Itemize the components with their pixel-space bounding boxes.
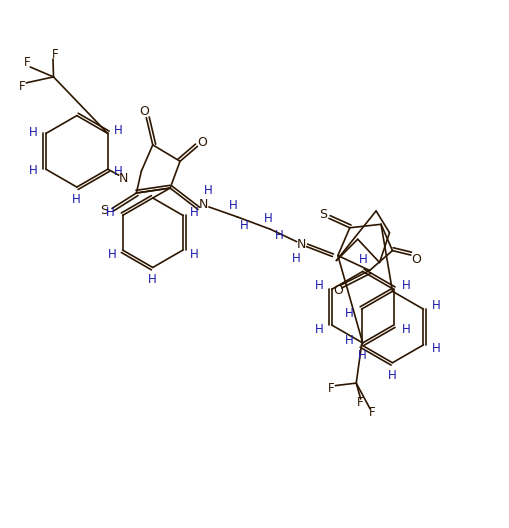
Text: F: F [370, 407, 376, 419]
Text: F: F [24, 55, 31, 69]
Text: H: H [240, 219, 249, 232]
Text: H: H [292, 251, 301, 265]
Text: H: H [345, 334, 353, 347]
Text: H: H [315, 323, 324, 335]
Text: H: H [358, 349, 367, 362]
Text: F: F [328, 382, 335, 394]
Text: H: H [29, 164, 38, 177]
Text: S: S [101, 204, 108, 218]
Text: O: O [411, 252, 421, 266]
Text: O: O [139, 105, 149, 118]
Text: H: H [204, 184, 212, 197]
Text: H: H [148, 274, 156, 286]
Text: H: H [29, 126, 38, 139]
Text: H: H [115, 125, 123, 137]
Text: N: N [199, 198, 209, 211]
Text: S: S [319, 208, 327, 221]
Text: O: O [333, 284, 343, 297]
Text: H: H [264, 212, 272, 225]
Text: H: H [432, 299, 440, 312]
Text: F: F [356, 397, 363, 409]
Text: H: H [402, 279, 410, 292]
Text: H: H [359, 252, 368, 266]
Text: H: H [107, 248, 116, 261]
Text: H: H [388, 369, 397, 382]
Text: N: N [297, 238, 306, 251]
Text: O: O [197, 136, 207, 149]
Text: H: H [71, 193, 80, 206]
Text: H: H [189, 248, 198, 261]
Text: H: H [106, 206, 115, 219]
Text: H: H [189, 206, 198, 219]
Text: H: H [315, 279, 324, 292]
Text: F: F [19, 80, 25, 93]
Text: F: F [52, 48, 59, 61]
Text: H: H [432, 342, 440, 355]
Text: H: H [402, 323, 410, 335]
Text: H: H [275, 229, 284, 242]
Text: H: H [345, 307, 353, 319]
Text: H: H [115, 165, 123, 178]
Text: H: H [229, 200, 238, 212]
Text: N: N [119, 172, 128, 185]
